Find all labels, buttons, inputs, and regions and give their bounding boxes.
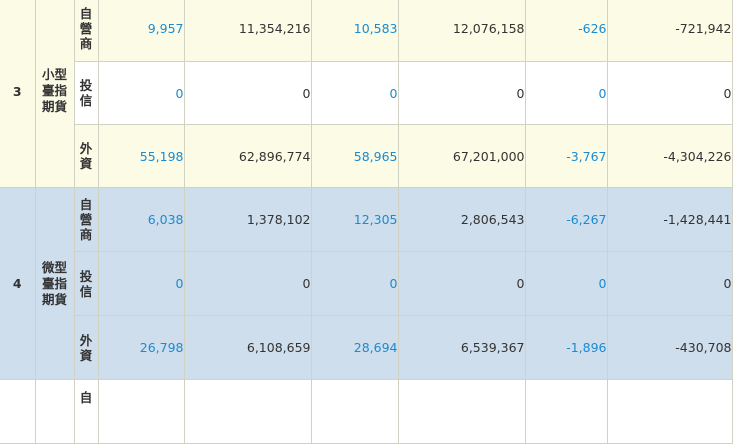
trader-type: 投信 xyxy=(73,251,99,316)
trader-type: 自營商 xyxy=(73,187,99,252)
contract-name: 小型 臺指 期貨 xyxy=(34,0,75,188)
net-contracts-link[interactable]: -1,896 xyxy=(566,340,607,355)
long-contracts-link[interactable]: 0 xyxy=(175,85,184,101)
short-value: 12,076,158 xyxy=(397,0,526,62)
long-contracts-link[interactable]: 55,198 xyxy=(139,148,184,164)
long-contracts-link[interactable]: 9,957 xyxy=(147,20,184,36)
table-row: 外資 26,798 6,108,659 28,694 6,539,367 -1,… xyxy=(0,315,733,380)
short-value: 0 xyxy=(397,61,526,125)
net-value: -4,304,226 xyxy=(606,124,733,188)
table-row: 3 小型 臺指 期貨 自營商 9,957 11,354,216 10,583 1… xyxy=(0,0,733,188)
table-row: 自 xyxy=(0,379,733,444)
long-value: 6,108,659 xyxy=(183,315,312,380)
short-value: 0 xyxy=(397,251,526,316)
row-index: 3 xyxy=(0,0,36,188)
net-contracts-link[interactable]: 0 xyxy=(598,85,607,101)
trader-type: 投信 xyxy=(73,61,99,125)
short-contracts-link[interactable]: 28,694 xyxy=(353,340,398,355)
short-contracts-link[interactable]: 0 xyxy=(389,276,398,291)
short-contracts-link[interactable]: 0 xyxy=(389,85,398,101)
net-value: -1,428,441 xyxy=(606,187,733,252)
short-contracts-link[interactable]: 58,965 xyxy=(353,148,398,164)
long-value: 0 xyxy=(183,251,312,316)
short-contracts-link[interactable]: 12,305 xyxy=(353,212,398,227)
table-row: 投信 0 0 0 0 0 0 xyxy=(0,251,733,316)
row-index xyxy=(0,379,36,444)
trader-type: 外資 xyxy=(73,124,99,188)
contract-name xyxy=(34,379,75,444)
long-contracts-link[interactable]: 0 xyxy=(175,276,184,291)
trader-type: 外資 xyxy=(73,315,99,380)
long-contracts-link[interactable]: 6,038 xyxy=(147,212,184,227)
net-value: -721,942 xyxy=(606,0,733,62)
table-row: 投信 0 0 0 0 0 0 xyxy=(0,61,733,125)
net-value: 0 xyxy=(606,251,733,316)
short-value: 6,539,367 xyxy=(397,315,526,380)
net-contracts-link[interactable]: -6,267 xyxy=(566,212,607,227)
long-value: 11,354,216 xyxy=(183,0,312,62)
short-contracts-link[interactable]: 10,583 xyxy=(353,20,398,36)
long-contracts-link[interactable]: 26,798 xyxy=(139,340,184,355)
row-index: 4 xyxy=(0,187,36,380)
net-contracts-link[interactable]: 0 xyxy=(598,276,607,291)
trader-type: 自 xyxy=(73,379,99,444)
trader-type: 自營商 xyxy=(73,0,99,62)
long-value: 62,896,774 xyxy=(183,124,312,188)
table-row: 外資 55,198 62,896,774 58,965 67,201,000 -… xyxy=(0,124,733,188)
short-value: 67,201,000 xyxy=(397,124,526,188)
contract-name: 微型 臺指 期貨 xyxy=(34,187,75,380)
net-value: -430,708 xyxy=(606,315,733,380)
table-row: 4 微型 臺指 期貨 自營商 6,038 1,378,102 12,305 2,… xyxy=(0,187,733,380)
long-value: 0 xyxy=(183,61,312,125)
long-value: 1,378,102 xyxy=(183,187,312,252)
net-contracts-link[interactable]: -3,767 xyxy=(566,148,607,164)
net-value: 0 xyxy=(606,61,733,125)
net-contracts-link[interactable]: -626 xyxy=(578,20,607,36)
short-value: 2,806,543 xyxy=(397,187,526,252)
